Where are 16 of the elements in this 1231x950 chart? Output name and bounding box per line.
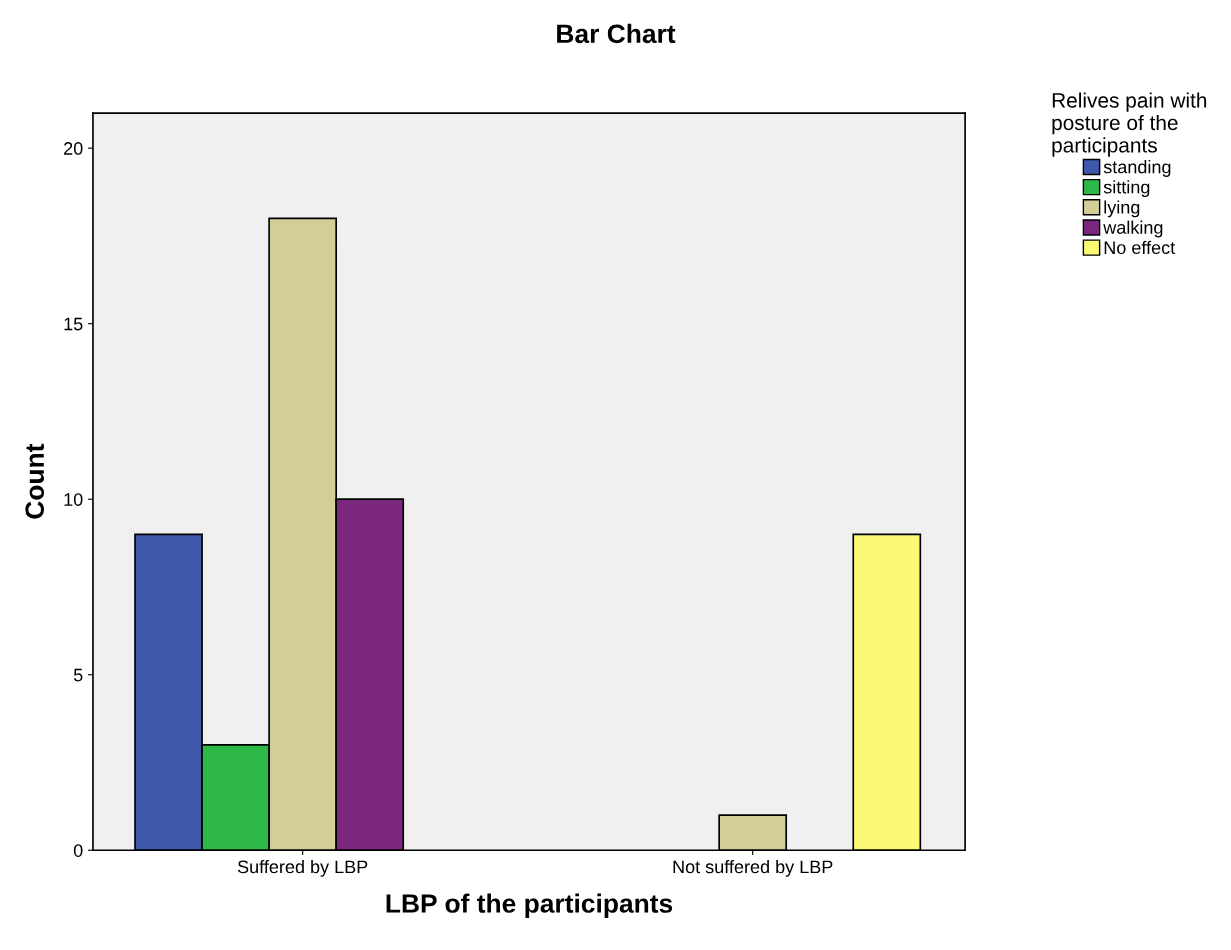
x-tick-label: Suffered by LBP (237, 859, 368, 877)
y-tick-label: 0 (73, 844, 83, 857)
legend-title: Relives pain with posture of the participants (1052, 92, 1207, 157)
x-tick-label: Not suffered by LBP (673, 859, 833, 877)
legend-label: No effect (1104, 240, 1176, 255)
legend-label: lying (1104, 200, 1140, 218)
x-axis-title: LBP of the participants (386, 893, 673, 919)
y-tick-label: 10 (64, 493, 83, 506)
y-tick-label: 5 (73, 668, 83, 682)
legend-label: sitting (1103, 180, 1150, 198)
y-tick-label: 20 (64, 142, 83, 155)
y-axis-title: Count (25, 443, 45, 519)
y-tick-label: 15 (64, 317, 83, 331)
legend-label: standing (1103, 160, 1171, 177)
chart-title: Bar Chart (557, 23, 676, 44)
legend-label: walking (1103, 220, 1163, 238)
